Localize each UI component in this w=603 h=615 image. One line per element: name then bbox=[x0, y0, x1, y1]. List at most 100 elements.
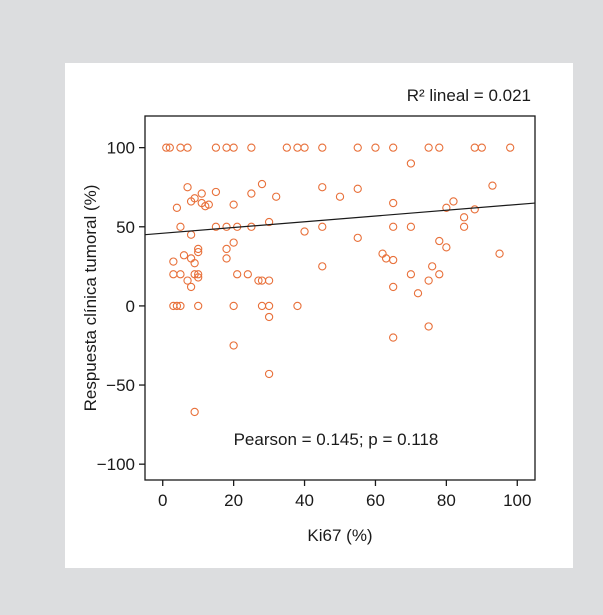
data-point bbox=[389, 333, 398, 342]
data-point bbox=[172, 203, 182, 212]
data-point bbox=[211, 222, 221, 231]
data-point bbox=[459, 213, 469, 222]
data-point bbox=[222, 222, 231, 231]
data-points bbox=[162, 143, 515, 417]
data-point bbox=[389, 255, 398, 265]
data-point bbox=[183, 183, 192, 192]
data-point bbox=[229, 341, 238, 350]
data-point bbox=[257, 276, 267, 285]
data-point bbox=[233, 270, 242, 279]
data-point bbox=[183, 276, 192, 285]
data-point bbox=[222, 254, 231, 263]
data-point bbox=[406, 270, 416, 279]
data-point bbox=[428, 262, 437, 271]
data-point bbox=[169, 270, 178, 279]
data-point bbox=[264, 312, 274, 322]
data-point bbox=[506, 143, 515, 152]
data-point bbox=[488, 181, 497, 190]
data-point bbox=[470, 205, 479, 214]
data-point bbox=[229, 301, 238, 311]
y-tick-label: 0 bbox=[126, 297, 135, 316]
data-point bbox=[442, 243, 451, 252]
data-point bbox=[190, 194, 199, 203]
r2-annotation: R² lineal = 0.021 bbox=[407, 86, 531, 105]
data-point bbox=[424, 276, 433, 285]
x-tick-label: 40 bbox=[295, 491, 314, 510]
data-point bbox=[389, 282, 398, 292]
data-point bbox=[176, 301, 185, 311]
data-point bbox=[318, 143, 327, 152]
data-point bbox=[172, 301, 182, 311]
data-point bbox=[470, 143, 479, 152]
y-tick-label: 50 bbox=[116, 218, 135, 237]
data-point bbox=[211, 187, 221, 197]
data-point bbox=[176, 222, 185, 231]
data-point bbox=[459, 222, 469, 231]
pearson-annotation: Pearson = 0.145; p = 0.118 bbox=[234, 430, 439, 449]
data-point bbox=[165, 143, 174, 152]
data-point bbox=[406, 159, 416, 168]
x-tick-label: 60 bbox=[366, 491, 385, 510]
data-point bbox=[176, 143, 185, 152]
data-point bbox=[257, 301, 267, 311]
data-point bbox=[162, 143, 171, 152]
data-point bbox=[424, 143, 433, 152]
chart-panel: 0 20 40 60 80 100 −100 −50 0 50 100 R² lineal = 0.… bbox=[65, 63, 573, 568]
data-point bbox=[406, 222, 416, 231]
data-point bbox=[318, 183, 327, 192]
data-point bbox=[197, 198, 206, 208]
data-point bbox=[194, 301, 203, 311]
y-tick-label: −100 bbox=[97, 455, 135, 474]
data-point bbox=[495, 249, 504, 258]
data-point bbox=[282, 143, 291, 152]
data-point bbox=[264, 276, 274, 285]
data-point bbox=[293, 301, 302, 311]
data-point bbox=[257, 179, 267, 189]
data-point bbox=[243, 270, 252, 279]
data-point bbox=[449, 197, 458, 206]
data-point bbox=[442, 203, 451, 212]
data-point bbox=[186, 282, 196, 292]
data-point bbox=[300, 227, 309, 236]
data-point bbox=[229, 238, 238, 247]
x-tick-label: 0 bbox=[158, 491, 167, 510]
data-point bbox=[435, 236, 444, 246]
data-point bbox=[229, 143, 238, 152]
data-point bbox=[229, 200, 238, 209]
data-point bbox=[389, 143, 398, 152]
plot-area-frame bbox=[144, 115, 536, 481]
data-point bbox=[335, 192, 345, 201]
data-point bbox=[378, 249, 387, 258]
data-point bbox=[194, 273, 203, 282]
data-point bbox=[353, 143, 362, 152]
data-point bbox=[264, 217, 274, 227]
data-point bbox=[264, 369, 274, 379]
data-point bbox=[211, 143, 221, 152]
data-point bbox=[194, 247, 203, 257]
data-point bbox=[389, 198, 398, 208]
data-point bbox=[424, 322, 433, 331]
x-axis-label: Ki67 (%) bbox=[307, 526, 372, 545]
data-point bbox=[389, 222, 398, 231]
data-point bbox=[435, 270, 444, 279]
data-point bbox=[435, 143, 444, 152]
data-point bbox=[318, 222, 327, 231]
data-point bbox=[353, 184, 362, 193]
regression-line bbox=[144, 202, 536, 236]
data-point bbox=[197, 189, 206, 198]
data-point bbox=[176, 270, 185, 279]
data-point bbox=[190, 259, 199, 268]
x-tick-label: 80 bbox=[437, 491, 456, 510]
data-point bbox=[194, 244, 203, 254]
data-point bbox=[318, 262, 327, 271]
data-point bbox=[272, 192, 281, 201]
x-tick-label: 100 bbox=[503, 491, 531, 510]
data-point bbox=[353, 233, 362, 243]
data-point bbox=[293, 143, 302, 152]
data-point bbox=[190, 407, 199, 417]
data-point bbox=[183, 143, 192, 152]
data-point bbox=[381, 254, 391, 263]
data-point bbox=[194, 270, 203, 279]
data-point bbox=[169, 257, 178, 266]
data-point bbox=[222, 143, 231, 152]
